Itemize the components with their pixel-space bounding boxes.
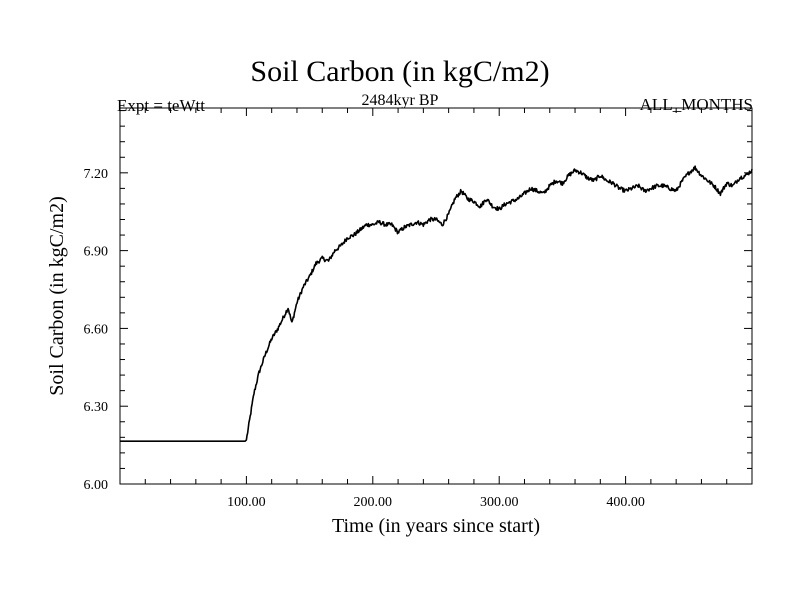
y-tick-label: 6.90 <box>84 245 109 260</box>
y-tick-label: 7.20 <box>84 167 109 182</box>
y-tick-label: 6.00 <box>84 478 109 493</box>
y-tick-label: 6.30 <box>84 400 109 415</box>
plot-frame <box>119 107 753 485</box>
x-axis-title: Time (in years since start) <box>332 515 540 537</box>
soil-carbon-series-line <box>119 165 753 443</box>
x-tick-label: 300.00 <box>480 495 519 510</box>
y-axis-title: Soil Carbon (in kgC/m2) <box>46 196 68 395</box>
chart-title: Soil Carbon (in kgC/m2) <box>250 55 550 88</box>
tick-marks <box>120 108 752 484</box>
months-label: ALL_MONTHS <box>639 95 753 114</box>
x-tick-label: 200.00 <box>354 495 393 510</box>
y-tick-label: 6.60 <box>84 322 109 337</box>
experiment-label: Expt = teWtt <box>117 96 205 115</box>
tick-labels: 100.00 200.00 300.00 400.00 6.00 6.30 6.60 6.90… <box>84 167 645 510</box>
x-tick-label: 400.00 <box>606 495 645 510</box>
period-label: 2484kyr BP <box>361 92 439 109</box>
series-layer <box>119 165 753 443</box>
x-tick-label: 100.00 <box>227 495 266 510</box>
